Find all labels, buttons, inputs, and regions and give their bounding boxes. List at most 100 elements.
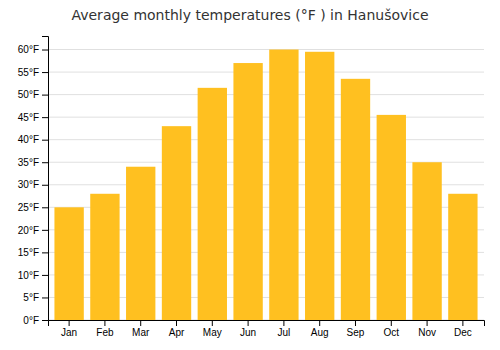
bars — [54, 50, 477, 320]
y-tick: 55°F — [18, 67, 48, 78]
grid-line — [48, 72, 484, 73]
y-tick-mark — [42, 252, 48, 253]
y-tick-label: 10°F — [18, 270, 39, 281]
x-tick-label: Jun — [240, 327, 256, 338]
x-tick: Sep — [347, 320, 365, 338]
chart-container: Average monthly temperatures (°F ) in Ha… — [0, 0, 500, 350]
x-tick-mark — [355, 320, 356, 326]
y-tick-label: 35°F — [18, 157, 39, 168]
grid — [48, 50, 484, 320]
x-tick-label: Sep — [347, 327, 365, 338]
y-axis: 0°F 5°F 10°F 15°F 20°F 25°F 30°F 35°F 40°F 45°F 50… — [18, 37, 49, 326]
y-tick: 40°F — [18, 134, 48, 145]
x-tick-mark — [176, 320, 177, 326]
x-tick: Dec — [454, 320, 472, 338]
x-tick-label: Jul — [277, 327, 290, 338]
x-tick-label: Oct — [384, 327, 400, 338]
x-tick-mark — [248, 320, 249, 326]
y-tick-label: 50°F — [18, 89, 39, 100]
x-tick-mark — [104, 320, 105, 326]
bar — [341, 79, 370, 320]
x-tick-mark — [427, 320, 428, 326]
y-tick-label: 15°F — [18, 247, 39, 258]
x-tick-mark — [462, 320, 463, 326]
grid-line — [48, 117, 484, 118]
plot: 0°F 5°F 10°F 15°F 20°F 25°F 30°F 35°F 40°F 45°F 50… — [18, 37, 485, 339]
y-tick-label: 25°F — [18, 202, 39, 213]
y-tick: 5°F — [23, 292, 48, 303]
y-tick-mark — [42, 140, 48, 141]
x-tick-mark — [69, 320, 70, 326]
grid-line — [48, 139, 484, 140]
y-tick: 25°F — [18, 202, 48, 213]
y-tick: 50°F — [18, 89, 48, 100]
bar — [377, 115, 406, 320]
chart-svg: Average monthly temperatures (°F ) in Ha… — [0, 0, 500, 350]
y-tick: 0°F — [23, 315, 48, 326]
x-tick: Jun — [240, 320, 256, 338]
y-tick: 10°F — [18, 270, 48, 281]
x-tick: Feb — [96, 320, 114, 338]
x-tick-label: Jan — [61, 327, 77, 338]
y-tick: 60°F — [18, 44, 48, 55]
x-tick-label: Nov — [418, 327, 436, 338]
y-tick-mark — [42, 117, 48, 118]
bar — [126, 167, 155, 320]
y-tick-label: 40°F — [18, 134, 39, 145]
bar — [198, 88, 227, 320]
chart-title: Average monthly temperatures (°F ) in Ha… — [71, 7, 428, 23]
x-axis: Jan Feb Mar Apr May Jun Jul Aug Sep Oct Nov Dec — [49, 320, 485, 338]
y-tick-label: 45°F — [18, 112, 39, 123]
x-tick: Jan — [61, 320, 77, 338]
y-tick: 45°F — [18, 112, 48, 123]
y-tick: 20°F — [18, 225, 48, 236]
y-tick-label: 55°F — [18, 67, 39, 78]
x-tick-mark — [319, 320, 320, 326]
y-tick-mark — [42, 95, 48, 96]
y-tick-mark — [42, 185, 48, 186]
y-tick-mark — [42, 320, 48, 321]
y-tick-label: 60°F — [18, 44, 39, 55]
x-tick-label: Apr — [169, 327, 185, 338]
y-tick-label: 5°F — [23, 292, 39, 303]
y-tick-mark — [42, 72, 48, 73]
bar — [305, 52, 334, 320]
y-tick: 15°F — [18, 247, 48, 258]
y-tick-label: 20°F — [18, 225, 39, 236]
bar — [54, 207, 83, 320]
x-tick: Apr — [169, 320, 185, 338]
bar — [233, 63, 262, 320]
y-tick-mark — [42, 275, 48, 276]
bar — [162, 126, 191, 320]
grid-line — [48, 94, 484, 95]
y-tick: 35°F — [18, 157, 48, 168]
bar — [412, 162, 441, 320]
y-tick-mark — [42, 297, 48, 298]
y-tick-mark — [42, 162, 48, 163]
x-tick: Aug — [311, 320, 329, 338]
y-tick-label: 30°F — [18, 179, 39, 190]
y-tick-label: 0°F — [23, 315, 39, 326]
x-axis-line — [49, 321, 485, 327]
x-tick-label: Feb — [96, 327, 114, 338]
x-tick: Mar — [132, 320, 150, 338]
y-tick: 30°F — [18, 179, 48, 190]
bar — [269, 50, 298, 320]
x-tick: Oct — [384, 320, 400, 338]
x-tick-mark — [391, 320, 392, 326]
x-tick-label: Mar — [132, 327, 150, 338]
y-axis-line — [42, 37, 49, 321]
x-tick-label: Aug — [311, 327, 329, 338]
x-tick: May — [203, 320, 222, 338]
x-tick: Nov — [418, 320, 436, 338]
grid-line — [48, 49, 484, 50]
x-tick: Jul — [277, 320, 290, 338]
y-tick-mark — [42, 207, 48, 208]
x-tick-mark — [140, 320, 141, 326]
x-tick-label: Dec — [454, 327, 472, 338]
bar — [448, 194, 477, 320]
y-tick-mark — [42, 230, 48, 231]
x-tick-mark — [283, 320, 284, 326]
y-tick-mark — [42, 50, 48, 51]
x-tick-label: May — [203, 327, 222, 338]
